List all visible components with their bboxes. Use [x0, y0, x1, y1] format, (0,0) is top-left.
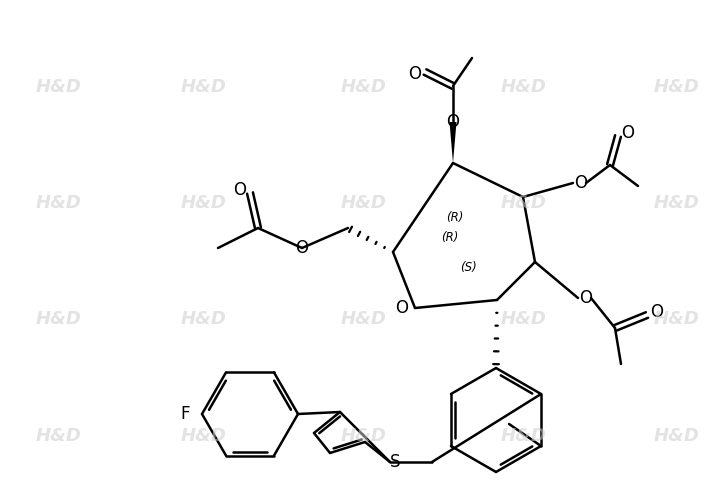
- Text: H&D: H&D: [180, 426, 227, 445]
- Text: H&D: H&D: [500, 310, 547, 329]
- Text: O: O: [409, 65, 422, 83]
- Polygon shape: [449, 122, 457, 163]
- Text: (R): (R): [446, 212, 464, 225]
- Text: (R): (R): [441, 231, 459, 244]
- Text: (S): (S): [459, 261, 476, 274]
- Text: O: O: [579, 289, 593, 307]
- Text: H&D: H&D: [35, 426, 81, 445]
- Text: H&D: H&D: [180, 194, 227, 212]
- Text: H&D: H&D: [340, 310, 387, 329]
- Text: H&D: H&D: [500, 194, 547, 212]
- Text: O: O: [395, 299, 409, 317]
- Text: O: O: [574, 174, 587, 192]
- Text: O: O: [651, 303, 664, 321]
- Text: H&D: H&D: [653, 310, 699, 329]
- Text: H&D: H&D: [653, 78, 699, 96]
- Text: H&D: H&D: [180, 78, 227, 96]
- Text: H&D: H&D: [653, 194, 699, 212]
- Text: S: S: [390, 453, 401, 471]
- Text: H&D: H&D: [340, 426, 387, 445]
- Text: H&D: H&D: [35, 310, 81, 329]
- Text: O: O: [295, 239, 308, 257]
- Text: O: O: [446, 113, 459, 131]
- Text: H&D: H&D: [500, 78, 547, 96]
- Text: H&D: H&D: [500, 426, 547, 445]
- Text: F: F: [180, 405, 190, 423]
- Text: H&D: H&D: [35, 78, 81, 96]
- Text: H&D: H&D: [180, 310, 227, 329]
- Text: H&D: H&D: [340, 78, 387, 96]
- Text: H&D: H&D: [340, 194, 387, 212]
- Text: H&D: H&D: [35, 194, 81, 212]
- Text: H&D: H&D: [653, 426, 699, 445]
- Text: O: O: [622, 124, 635, 142]
- Text: O: O: [233, 181, 246, 199]
